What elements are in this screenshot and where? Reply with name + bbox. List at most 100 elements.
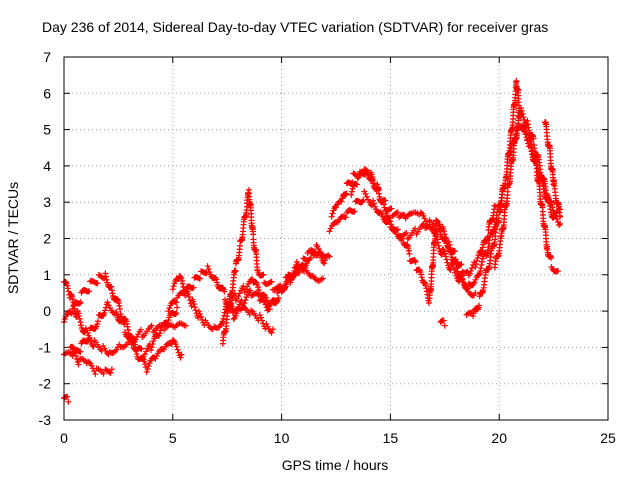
data-point-marker [199,316,206,323]
data-point-marker [268,329,275,336]
y-tick-label: 4 [43,158,51,174]
data-point-marker [141,358,148,365]
y-tick-label: 5 [43,122,51,138]
data-series-trace-15 [507,123,561,275]
data-point-marker [368,171,375,178]
data-point-marker [317,251,324,258]
data-point-marker [139,355,146,362]
data-point-marker [167,340,174,347]
data-point-marker [319,275,326,282]
data-point-marker [436,221,443,228]
data-point-marker [88,362,95,369]
data-point-marker [370,200,377,207]
data-point-marker [197,275,203,282]
data-point-marker [177,354,184,361]
data-point-marker [165,308,172,315]
y-axis-label: SDTVAR / TECUs [5,182,21,294]
data-point-marker [264,307,271,314]
data-point-marker [106,369,113,376]
data-point-marker [472,289,479,296]
data-point-marker [326,228,333,235]
data-point-marker [435,242,442,249]
data-point-marker [260,271,267,278]
data-point-marker [397,213,404,220]
data-series-trace-4 [67,343,115,377]
data-point-marker [74,307,81,314]
data-point-marker [520,114,527,121]
data-point-marker [250,231,257,238]
data-point-marker [195,308,202,315]
data-point-marker [325,252,332,259]
data-point-marker [288,276,295,283]
x-tick-label: 20 [491,430,507,446]
data-point-marker [106,348,113,355]
data-point-marker [513,77,520,84]
data-point-marker [244,283,251,290]
data-point-marker [474,254,481,261]
data-point-marker [72,349,79,356]
data-point-marker [148,347,155,354]
data-point-marker [94,280,101,287]
data-point-marker [107,370,114,377]
data-point-marker [174,346,181,353]
data-point-marker [281,283,288,290]
data-point-marker [157,327,164,334]
x-tick-label: 10 [274,430,290,446]
data-point-marker [108,366,115,373]
data-point-marker [143,348,150,355]
data-point-marker [348,188,355,195]
data-point-marker [215,324,222,331]
data-point-marker [469,264,475,271]
data-point-marker [260,320,267,327]
data-point-marker [84,329,91,336]
data-point-marker [205,266,212,273]
data-point-marker [220,315,227,322]
chart-title: Day 236 of 2014, Sidereal Day-to-day VTE… [42,19,548,35]
data-point-marker [64,393,71,400]
data-point-marker [348,191,355,198]
data-point-marker [412,225,419,232]
data-point-marker [62,350,69,357]
data-point-marker [73,352,80,359]
data-point-marker [228,303,235,310]
data-point-marker [442,237,449,244]
data-point-marker [182,322,189,329]
data-point-marker [108,283,115,290]
data-point-marker [173,310,180,317]
data-point-marker [213,276,220,283]
y-tick-label: 6 [43,85,51,101]
data-point-marker [523,134,530,141]
y-tick-label: 3 [43,194,51,210]
data-point-marker [220,285,227,292]
data-point-marker [518,107,525,114]
data-point-marker [452,258,459,265]
data-point-marker [76,300,83,307]
y-tick-label: 2 [43,231,51,247]
data-point-marker [102,270,109,277]
data-point-marker [69,305,76,312]
data-point-marker [235,293,242,300]
data-point-marker [68,310,75,317]
data-point-marker [190,298,197,305]
data-point-marker [441,231,448,238]
axis-ticks: 0 5 10 15 20 25 -3 -2 -1 0 1 2 3 4 5 6 7 [39,49,616,446]
data-point-marker [67,309,74,316]
data-point-marker [105,302,112,309]
data-point-marker [420,212,427,219]
data-point-marker [173,343,180,350]
data-point-marker [269,326,276,333]
data-point-marker [341,213,348,220]
data-point-marker [450,264,457,271]
data-point-marker [443,256,450,263]
data-point-marker [104,299,111,306]
data-point-marker [548,255,555,262]
data-point-marker [272,300,279,307]
data-point-marker [296,269,303,276]
data-point-marker [318,276,325,283]
data-point-marker [198,313,205,320]
data-point-marker [255,284,262,291]
data-point-marker [137,326,144,333]
data-series-trace-16 [541,119,564,220]
data-point-marker [178,277,185,284]
data-point-marker [197,310,203,317]
